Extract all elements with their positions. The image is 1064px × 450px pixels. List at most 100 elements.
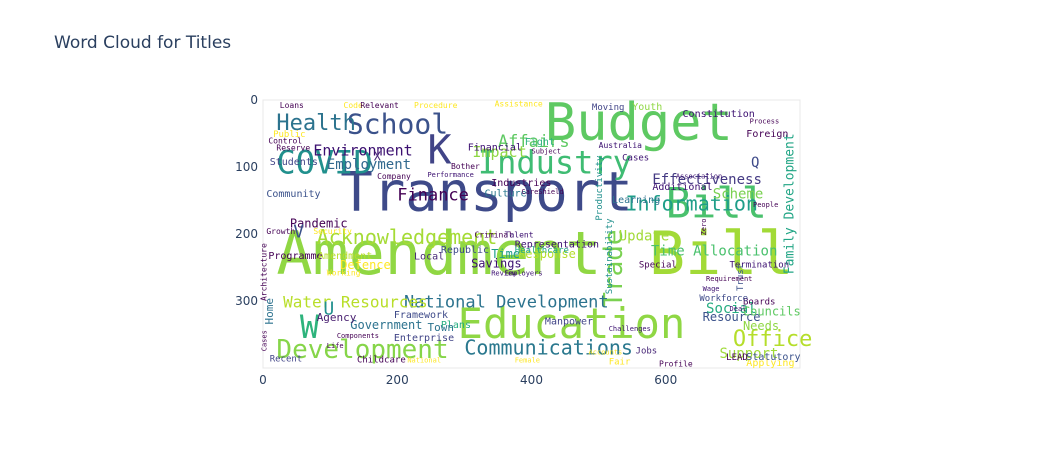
word-needs: Needs — [743, 319, 779, 333]
x-tick-label: 600 — [654, 373, 677, 387]
word-manpower: Manpower — [545, 316, 593, 327]
word-additional: Additional — [652, 182, 712, 193]
y-tick-label: 0 — [250, 93, 258, 107]
word-termination: Termination — [730, 261, 790, 271]
word-performance: Performance — [427, 171, 473, 179]
word-boards: Boards — [743, 297, 776, 307]
word-representation: Representation — [515, 239, 599, 250]
word-impact: Impact — [472, 143, 526, 161]
word-family-development: Family Development — [782, 133, 797, 274]
word-pandemic: Pandemic — [290, 216, 348, 230]
word-industries: Industries — [491, 178, 551, 189]
word-zero: Zero — [700, 218, 708, 235]
word-budget: Budget — [545, 93, 733, 153]
word-relevant: Relevant — [360, 101, 399, 110]
word-special: Special — [639, 261, 677, 271]
word-accounts: Accounts — [589, 349, 623, 357]
word-finance: Finance — [397, 186, 469, 206]
word-productivity: Productivity — [595, 155, 605, 221]
word-security: Security — [313, 227, 352, 236]
word-fair: Fair — [609, 358, 631, 368]
word-transport: Transport — [340, 161, 633, 224]
word-fight: Fight — [525, 137, 555, 148]
word-bill: Bill — [666, 178, 767, 227]
word-people: People — [753, 201, 778, 209]
word-jobs: Jobs — [636, 346, 658, 356]
word-response: Response — [518, 247, 576, 261]
word-savings: Savings — [471, 257, 522, 271]
word-childcare: Childcare — [357, 356, 406, 366]
word-time: Time — [491, 247, 520, 261]
word-v: V — [293, 221, 304, 242]
word-agency: Agency — [317, 311, 357, 324]
word-update: Update — [619, 229, 670, 245]
word-culture: Culture — [485, 188, 527, 199]
word-amendment: Amendment — [276, 219, 601, 289]
word-review: Review — [491, 270, 517, 278]
word-affairs: Affairs — [498, 132, 570, 152]
word-w: W — [300, 308, 320, 346]
word-support: Support — [719, 346, 778, 362]
word-applying: Applying — [746, 358, 794, 369]
word-councils: Councils — [743, 305, 801, 319]
word-assistance: Assistance — [495, 100, 543, 109]
word-communications: Communications — [464, 336, 633, 360]
word-students: Students — [270, 157, 318, 168]
word-components: Components — [337, 332, 379, 340]
word-moving: Moving — [592, 103, 625, 113]
word-resource: Resource — [703, 310, 761, 324]
word-australia: Australia — [599, 141, 643, 150]
word-requirement: Requirement — [706, 275, 752, 283]
word-deal: Deal — [730, 305, 747, 313]
word-framework: Framework — [394, 310, 448, 321]
word-code: Code — [344, 101, 363, 110]
word-acknowledgement: Acknowledgement — [317, 225, 498, 249]
x-axis: 0 200 400 600 — [259, 373, 677, 387]
word-programme: Programme — [268, 251, 322, 262]
word-company: Company — [377, 172, 411, 181]
word-water-resources: Water Resources — [283, 293, 428, 312]
word-employment: Employment — [327, 157, 411, 173]
word-information: Information — [625, 192, 757, 216]
word-community: Community — [266, 189, 320, 200]
word-life: Life — [327, 342, 344, 350]
word-foreign: Foreign — [746, 129, 788, 140]
word-environment: Environment — [313, 142, 412, 160]
word-youth: Youth — [632, 102, 662, 113]
word-workforce: Workforce — [699, 294, 748, 304]
word-amendment: Amendment — [318, 251, 372, 262]
word-national-development: National Development — [404, 293, 609, 313]
word-office: Office — [733, 327, 812, 352]
chart-title: Word Cloud for Titles — [54, 33, 232, 53]
word-school: School — [347, 108, 448, 141]
word-cases: Cases — [260, 330, 268, 351]
word-association: Association — [676, 172, 722, 180]
word-constitution: Constitution — [683, 109, 755, 120]
word-social: Social — [706, 301, 757, 317]
word-profile: Profile — [659, 360, 693, 369]
word-recent: Recent — [270, 354, 303, 364]
word-home: Home — [263, 298, 276, 325]
word-layer: Amendment Bill Transport Budget Education Bil… — [259, 93, 812, 369]
word-town: Town — [427, 321, 454, 334]
word-female: Female — [515, 357, 540, 365]
x-tick-label: 400 — [520, 373, 543, 387]
word-criminal: Criminal — [474, 230, 513, 239]
word-statutory: Statutory — [746, 352, 800, 363]
word-public: Public — [273, 130, 306, 140]
y-axis: 0 100 200 300 — [235, 93, 258, 308]
y-tick-label: 200 — [235, 227, 258, 241]
word-bother: Bother — [451, 162, 480, 171]
word-loans: Loans — [280, 101, 304, 110]
word-process: Process — [750, 117, 780, 125]
word-procedure: Procedure — [414, 101, 458, 110]
word-enterprise: Enterprise — [394, 333, 454, 344]
word-u: U — [323, 298, 334, 319]
word-local: Local — [414, 251, 444, 262]
word-x: X — [374, 149, 382, 163]
word-time-allocation: Time Allocation — [651, 243, 777, 259]
word-working: Working — [327, 269, 361, 278]
word-control: Control — [268, 137, 302, 146]
y-tick-label: 100 — [235, 160, 258, 174]
